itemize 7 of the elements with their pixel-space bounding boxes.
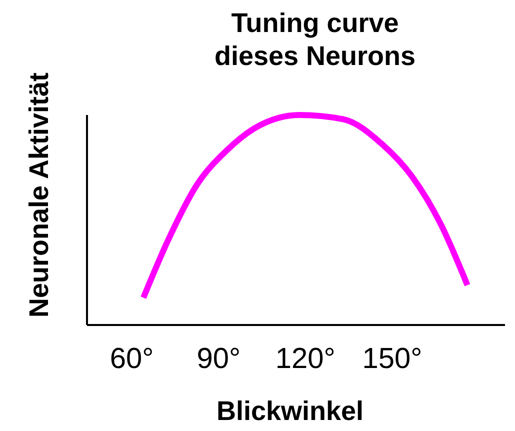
x-tick-label: 90° xyxy=(196,343,241,375)
x-tick-label: 120° xyxy=(275,343,336,375)
x-axis-title: Blickwinkel xyxy=(216,396,364,426)
y-axis-title: Neuronale Aktivität xyxy=(24,72,54,318)
chart-title: Tuning curve dieses Neurons xyxy=(214,8,416,71)
x-tick-label: 150° xyxy=(362,343,422,375)
x-tick-label: 60° xyxy=(110,343,154,375)
